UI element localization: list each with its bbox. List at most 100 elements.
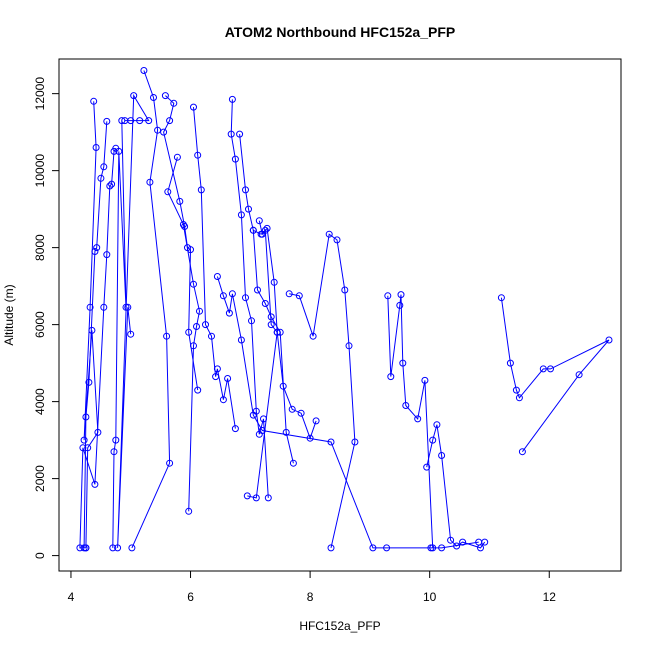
series-line [230, 99, 269, 498]
data-point [273, 328, 281, 336]
data-point [399, 359, 407, 367]
data-point [384, 292, 392, 300]
data-point [150, 94, 157, 101]
data-point [414, 415, 422, 423]
data-point [345, 342, 353, 350]
data-point [114, 544, 122, 552]
data-point [518, 448, 526, 456]
data-point [93, 244, 101, 252]
data-point [258, 427, 266, 434]
data-point [515, 394, 523, 402]
data-point [267, 321, 275, 329]
data-point [166, 459, 174, 467]
data-point [202, 321, 209, 329]
data-point [164, 188, 172, 196]
y-axis-label: Altitude (m) [2, 284, 16, 345]
series-line [112, 120, 127, 548]
data-point [438, 452, 446, 459]
data-point [257, 230, 265, 238]
data-point [85, 378, 93, 386]
y-axis: 0 2000 4000 6000 8000 10000 12000 [33, 77, 60, 559]
data-point [289, 459, 297, 467]
data-point [163, 332, 171, 340]
y-tick-label: 8000 [33, 234, 47, 261]
series-line [163, 95, 199, 391]
data-point [91, 480, 99, 488]
data-point [429, 436, 437, 444]
series-line [289, 233, 356, 549]
x-tick-label: 10 [423, 590, 437, 604]
data-point [185, 328, 193, 336]
data-point [237, 336, 245, 344]
data-point [497, 294, 505, 302]
data-point [341, 286, 349, 294]
x-axis-label: HFC152a_PFP [299, 619, 380, 633]
series-line [387, 294, 434, 548]
series-line [216, 276, 479, 549]
data-point [237, 211, 245, 219]
data-point [402, 402, 410, 409]
data-point [91, 248, 99, 255]
plot-frame [58, 58, 622, 572]
data-point [146, 178, 154, 186]
data-point [242, 294, 249, 302]
series-line [500, 297, 610, 452]
data-point [115, 147, 123, 155]
data-point [475, 538, 483, 546]
series-line [83, 101, 99, 548]
data-point [605, 336, 613, 344]
data-point [282, 428, 290, 436]
data-point [397, 291, 405, 299]
data-point [312, 417, 320, 425]
y-tick-label: 0 [33, 552, 47, 559]
data-point [97, 174, 105, 182]
data-point [112, 436, 120, 444]
data-point [351, 438, 359, 446]
data-point [249, 226, 257, 234]
data-point [547, 365, 554, 373]
data-point [160, 128, 168, 136]
data-point [539, 365, 547, 373]
data-point [575, 371, 583, 379]
data-point [263, 224, 271, 232]
series-line [167, 157, 201, 512]
data-point [86, 303, 94, 311]
x-tick-label: 6 [187, 590, 194, 604]
data-point [297, 409, 305, 417]
data-point [228, 290, 236, 298]
data-point [427, 544, 435, 552]
data-point [145, 117, 153, 125]
data-point [231, 155, 239, 163]
data-point [170, 99, 178, 107]
data-point [213, 365, 221, 373]
data-point [128, 544, 136, 552]
y-tick-label: 2000 [33, 465, 47, 492]
data-point [248, 317, 255, 325]
data-point [124, 303, 132, 311]
data-point [179, 221, 187, 228]
x-tick-label: 12 [543, 590, 557, 604]
data-point [190, 103, 197, 111]
x-axis: 4 6 8 10 12 [68, 570, 557, 604]
data-point [309, 332, 317, 340]
data-point [161, 92, 169, 100]
data-point [109, 544, 117, 552]
series-line [131, 70, 171, 549]
data-point [224, 375, 232, 382]
data-point [190, 342, 197, 350]
data-point [219, 292, 227, 300]
data-point [383, 544, 391, 552]
data-point [106, 182, 114, 190]
data-point [249, 411, 257, 419]
data-point [254, 286, 261, 294]
data-point [227, 130, 235, 138]
data-point [243, 492, 251, 500]
data-point [512, 386, 520, 394]
data-point [433, 421, 441, 429]
data-point [194, 386, 202, 394]
y-tick-label: 10000 [33, 154, 47, 188]
data-point [252, 494, 260, 502]
series-line [426, 424, 486, 549]
data-point [285, 290, 293, 298]
